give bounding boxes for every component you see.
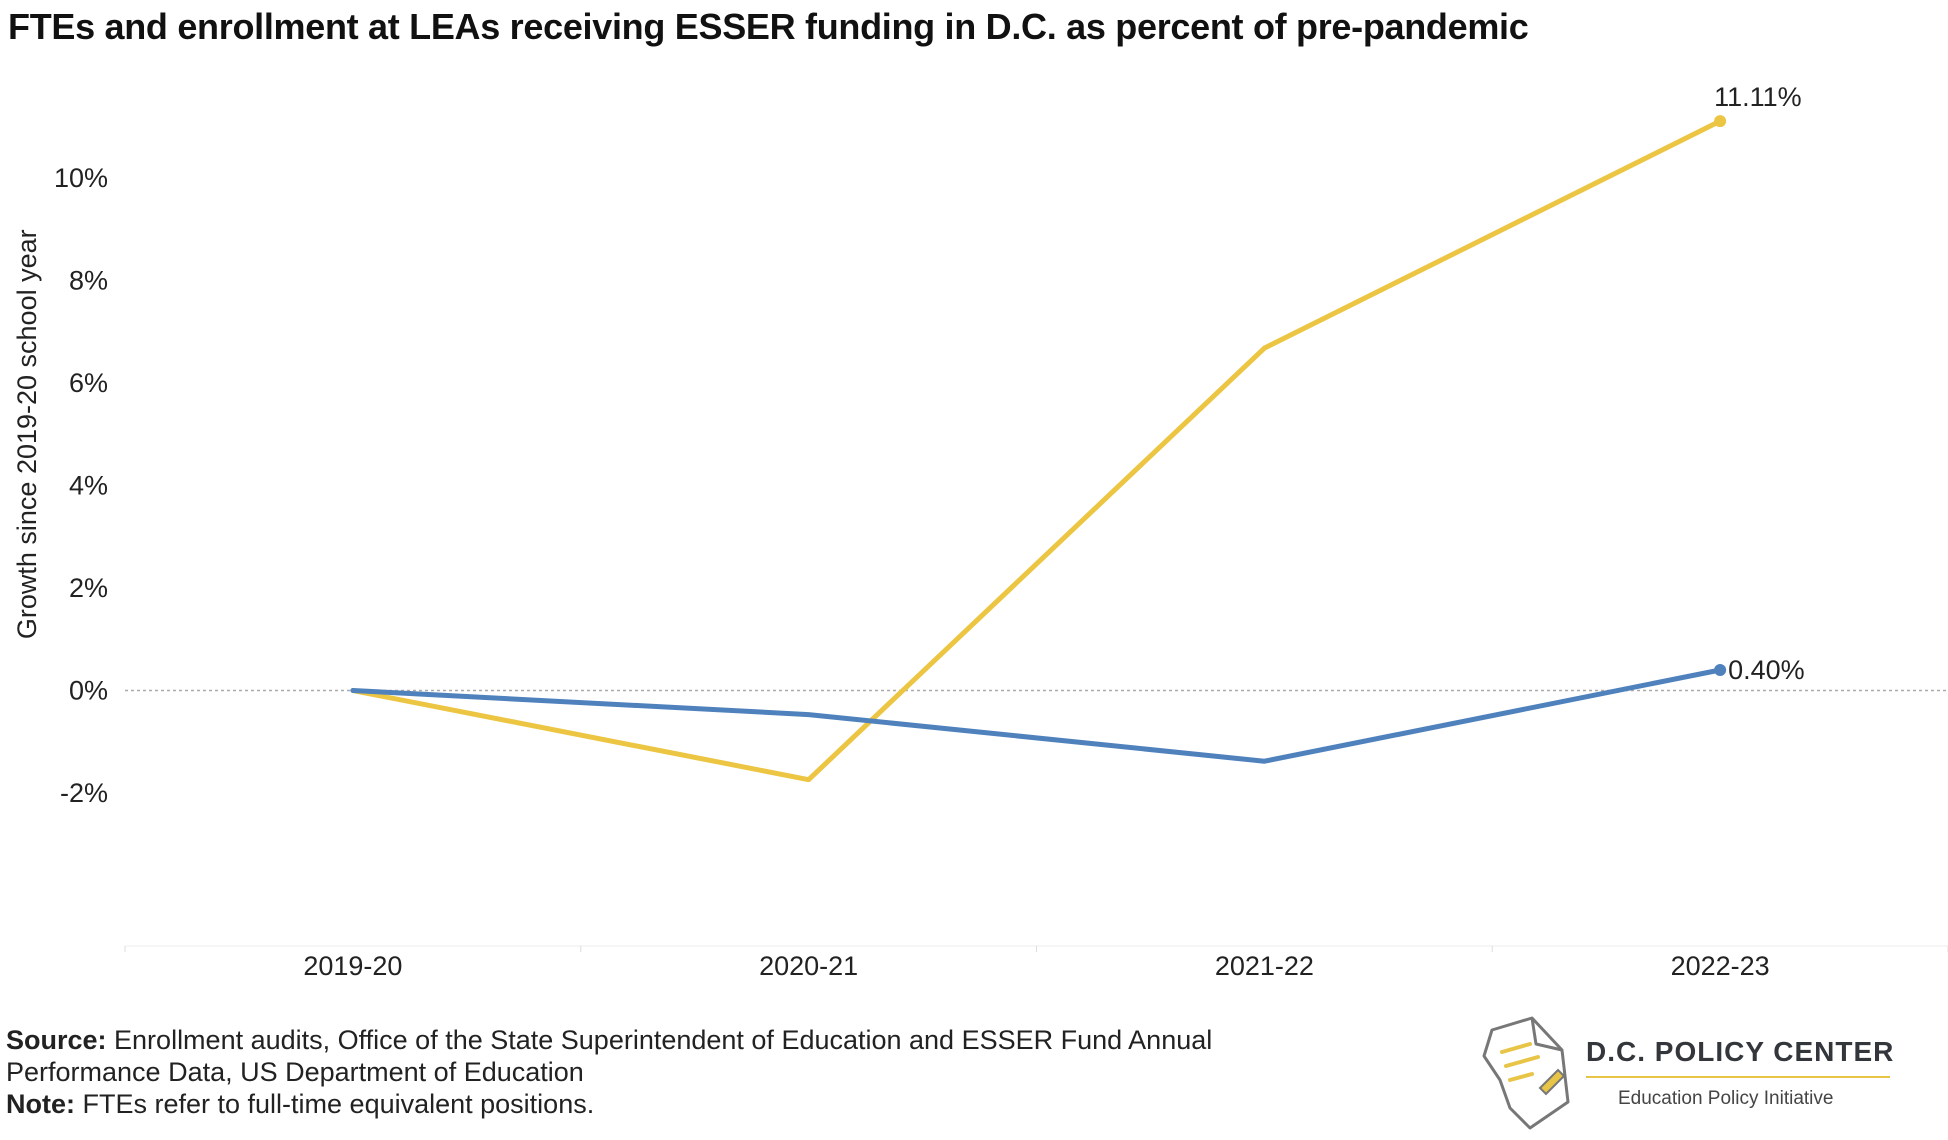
source-label: Source: [6,1025,107,1055]
x-tick-label: 2021-22 [1215,951,1314,981]
x-tick-label: 2020-21 [759,951,858,981]
logo-subtitle: Education Policy Initiative [1618,1088,1834,1109]
source-text: Enrollment audits, Office of the State S… [6,1025,1213,1087]
logo-name: D.C. POLICY CENTER [1586,1036,1895,1067]
series-end-point [1714,115,1727,128]
series-line [350,667,1723,764]
chart-title: FTEs and enrollment at LEAs receiving ES… [8,6,1529,47]
line-chart: Growth since 2019-20 school year -2% 0% 2% 4… [12,82,1948,981]
note-text: FTEs refer to full-time equivalent posit… [75,1089,595,1119]
y-tick-label: 4% [69,471,108,501]
chart-axes: Growth since 2019-20 school year -2% 0% 2% 4… [12,163,1948,981]
y-tick-label: 6% [69,368,108,398]
y-tick-label: 8% [69,266,108,296]
x-tick-label: 2019-20 [303,951,402,981]
document-map-icon [1482,1016,1570,1130]
source-note: Source: Enrollment audits, Office of the… [6,1024,1306,1088]
y-tick-label: 2% [69,573,108,603]
y-tick-label: 10% [54,163,108,193]
note-label: Note: [6,1089,75,1119]
y-tick-label: 0% [69,676,108,706]
chart-plot-area: 11.11% 0.40% [350,82,1805,783]
series-line [350,118,1723,783]
definition-note: Note: FTEs refer to full-time equivalent… [6,1088,1306,1120]
y-tick-label: -2% [60,778,108,808]
series-end-point [1714,664,1727,676]
logo-divider [1586,1076,1890,1078]
series-end-label: 0.40% [1728,655,1805,685]
chart-footer: Source: Enrollment audits, Office of the… [6,1024,1306,1120]
dc-policy-center-logo: D.C. POLICY CENTER Education Policy Init… [1470,1010,1910,1135]
series-end-label: 11.11% [1714,82,1802,112]
x-tick-label: 2022-23 [1671,951,1770,981]
y-axis-title: Growth since 2019-20 school year [12,229,42,639]
